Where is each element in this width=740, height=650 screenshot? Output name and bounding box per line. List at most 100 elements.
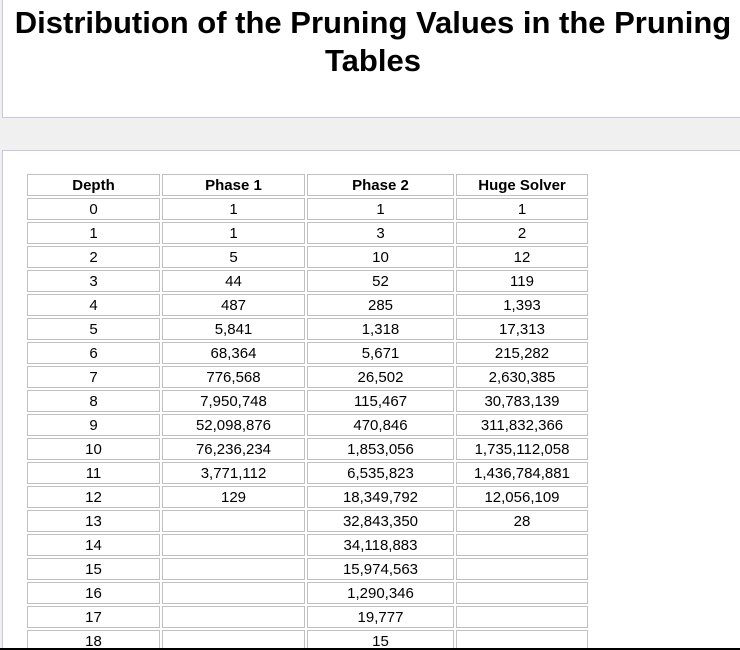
column-header-phase-2: Phase 2 xyxy=(307,174,454,196)
table-row: 5 5,841 1,318 17,313 xyxy=(27,318,588,340)
phase-2-cell: 52 xyxy=(307,270,454,292)
phase-1-cell: 487 xyxy=(162,294,305,316)
phase-1-cell: 52,098,876 xyxy=(162,414,305,436)
depth-cell: 6 xyxy=(27,342,160,364)
huge-solver-cell: 2 xyxy=(456,222,588,244)
huge-solver-cell xyxy=(456,630,588,650)
depth-cell: 5 xyxy=(27,318,160,340)
depth-cell: 18 xyxy=(27,630,160,650)
phase-1-cell: 129 xyxy=(162,486,305,508)
huge-solver-cell: 28 xyxy=(456,510,588,532)
phase-2-cell: 470,846 xyxy=(307,414,454,436)
huge-solver-cell: 1 xyxy=(456,198,588,220)
depth-cell: 2 xyxy=(27,246,160,268)
table-row: 18 15 xyxy=(27,630,588,650)
depth-cell: 8 xyxy=(27,390,160,412)
table-row: 16 1,290,346 xyxy=(27,582,588,604)
phase-2-cell: 15,974,563 xyxy=(307,558,454,580)
depth-cell: 9 xyxy=(27,414,160,436)
huge-solver-cell xyxy=(456,558,588,580)
huge-solver-cell: 30,783,139 xyxy=(456,390,588,412)
phase-2-cell: 3 xyxy=(307,222,454,244)
phase-2-cell: 1,290,346 xyxy=(307,582,454,604)
depth-cell: 10 xyxy=(27,438,160,460)
phase-1-cell: 3,771,112 xyxy=(162,462,305,484)
table-body: 0 1 1 1 1 1 3 2 2 5 10 12 3 44 52 119 4 487 285 1,393 5 5,841… xyxy=(27,198,588,650)
depth-cell: 0 xyxy=(27,198,160,220)
phase-2-cell: 26,502 xyxy=(307,366,454,388)
huge-solver-cell xyxy=(456,534,588,556)
page-title: Distribution of the Pruning Values in th… xyxy=(14,5,732,78)
phase-2-cell: 18,349,792 xyxy=(307,486,454,508)
phase-2-cell: 10 xyxy=(307,246,454,268)
phase-1-cell: 76,236,234 xyxy=(162,438,305,460)
depth-cell: 11 xyxy=(27,462,160,484)
table-row: 15 15,974,563 xyxy=(27,558,588,580)
phase-1-cell xyxy=(162,582,305,604)
phase-2-cell: 285 xyxy=(307,294,454,316)
phase-2-cell: 1,853,056 xyxy=(307,438,454,460)
phase-1-cell xyxy=(162,534,305,556)
huge-solver-cell: 1,436,784,881 xyxy=(456,462,588,484)
huge-solver-cell: 12,056,109 xyxy=(456,486,588,508)
phase-2-cell: 34,118,883 xyxy=(307,534,454,556)
phase-1-cell: 7,950,748 xyxy=(162,390,305,412)
phase-1-cell: 1 xyxy=(162,198,305,220)
phase-2-cell: 1,318 xyxy=(307,318,454,340)
huge-solver-cell: 215,282 xyxy=(456,342,588,364)
column-header-phase-1: Phase 1 xyxy=(162,174,305,196)
phase-1-cell: 44 xyxy=(162,270,305,292)
phase-2-cell: 5,671 xyxy=(307,342,454,364)
huge-solver-cell xyxy=(456,582,588,604)
depth-cell: 7 xyxy=(27,366,160,388)
depth-cell: 16 xyxy=(27,582,160,604)
column-header-huge-solver: Huge Solver xyxy=(456,174,588,196)
phase-2-cell: 19,777 xyxy=(307,606,454,628)
table-row: 10 76,236,234 1,853,056 1,735,112,058 xyxy=(27,438,588,460)
huge-solver-cell: 12 xyxy=(456,246,588,268)
table-row: 6 68,364 5,671 215,282 xyxy=(27,342,588,364)
huge-solver-cell: 17,313 xyxy=(456,318,588,340)
depth-cell: 12 xyxy=(27,486,160,508)
phase-1-cell xyxy=(162,630,305,650)
huge-solver-cell: 311,832,366 xyxy=(456,414,588,436)
phase-1-cell: 5,841 xyxy=(162,318,305,340)
table-row: 13 32,843,350 28 xyxy=(27,510,588,532)
table-row: 17 19,777 xyxy=(27,606,588,628)
table-row: 9 52,098,876 470,846 311,832,366 xyxy=(27,414,588,436)
table-row: 4 487 285 1,393 xyxy=(27,294,588,316)
table-header-row: Depth Phase 1 Phase 2 Huge Solver xyxy=(27,174,588,196)
huge-solver-cell: 119 xyxy=(456,270,588,292)
huge-solver-cell: 1,735,112,058 xyxy=(456,438,588,460)
table-row: 11 3,771,112 6,535,823 1,436,784,881 xyxy=(27,462,588,484)
depth-cell: 14 xyxy=(27,534,160,556)
phase-1-cell: 776,568 xyxy=(162,366,305,388)
depth-cell: 4 xyxy=(27,294,160,316)
huge-solver-cell: 1,393 xyxy=(456,294,588,316)
phase-2-cell: 6,535,823 xyxy=(307,462,454,484)
table-row: 12 129 18,349,792 12,056,109 xyxy=(27,486,588,508)
phase-1-cell xyxy=(162,510,305,532)
phase-1-cell: 1 xyxy=(162,222,305,244)
phase-1-cell: 68,364 xyxy=(162,342,305,364)
phase-2-cell: 15 xyxy=(307,630,454,650)
depth-cell: 13 xyxy=(27,510,160,532)
huge-solver-cell xyxy=(456,606,588,628)
table-row: 7 776,568 26,502 2,630,385 xyxy=(27,366,588,388)
phase-2-cell: 1 xyxy=(307,198,454,220)
phase-1-cell xyxy=(162,606,305,628)
depth-cell: 3 xyxy=(27,270,160,292)
table-row: 3 44 52 119 xyxy=(27,270,588,292)
huge-solver-cell: 2,630,385 xyxy=(456,366,588,388)
table-row: 8 7,950,748 115,467 30,783,139 xyxy=(27,390,588,412)
phase-2-cell: 32,843,350 xyxy=(307,510,454,532)
phase-1-cell xyxy=(162,558,305,580)
phase-2-cell: 115,467 xyxy=(307,390,454,412)
depth-cell: 15 xyxy=(27,558,160,580)
table-row: 2 5 10 12 xyxy=(27,246,588,268)
depth-cell: 17 xyxy=(27,606,160,628)
